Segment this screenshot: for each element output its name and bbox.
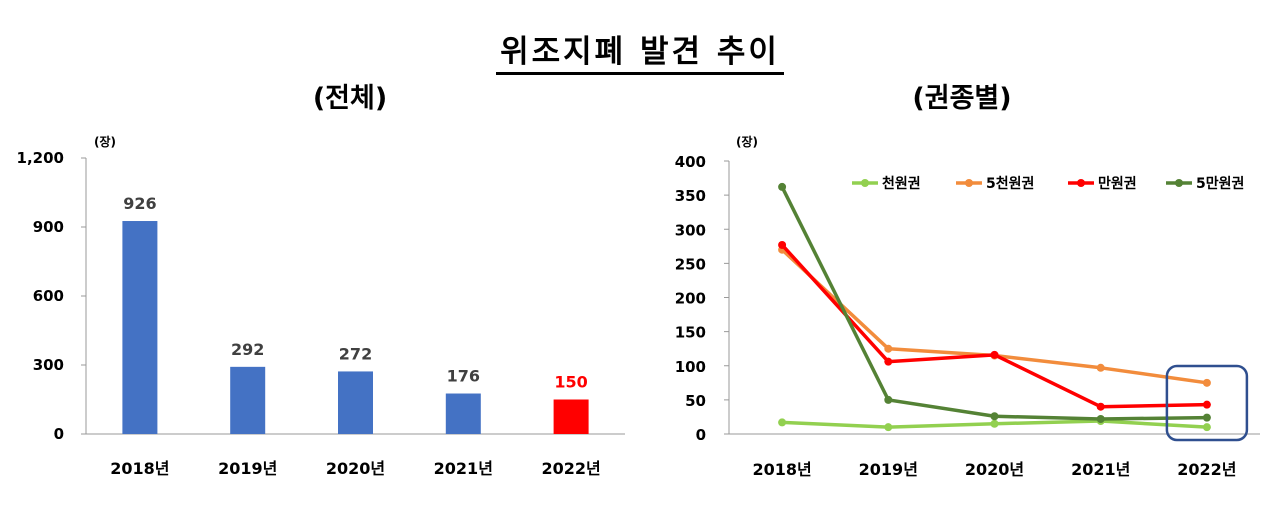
data-point <box>1202 400 1211 409</box>
y-tick-label: 600 <box>33 287 64 305</box>
data-label: 176 <box>447 367 480 386</box>
y-tick-label: 100 <box>675 358 706 376</box>
main-title: 위조지폐 발견 추이 <box>0 26 1280 75</box>
y-tick-label: 0 <box>54 425 64 443</box>
data-point <box>778 418 787 427</box>
data-point <box>884 395 893 404</box>
y-tick-label: 1,200 <box>17 149 64 167</box>
y-tick-label: 350 <box>675 187 706 205</box>
y-tick-label: 50 <box>685 392 706 410</box>
legend-marker <box>1175 179 1183 187</box>
y-tick-label: 250 <box>675 255 706 273</box>
y-tick-label: 300 <box>675 221 706 239</box>
legend-label: 천원권 <box>882 176 921 192</box>
y-tick-label: 150 <box>675 324 706 342</box>
y-tick-label: 400 <box>675 153 706 171</box>
x-tick-label: 2018년 <box>110 459 169 478</box>
legend-label: 5만원권 <box>1196 176 1244 192</box>
y-tick-label: 200 <box>675 290 706 308</box>
data-point <box>990 350 999 359</box>
data-point <box>884 423 893 432</box>
data-point <box>1096 402 1105 411</box>
data-point <box>1096 417 1105 426</box>
data-label: 150 <box>554 373 587 392</box>
x-tick-label: 2020년 <box>326 459 385 478</box>
data-point <box>990 412 999 421</box>
legend-label: 만원권 <box>1098 176 1137 192</box>
bar-chart-title: (전체) <box>312 83 388 114</box>
data-point <box>778 245 787 254</box>
bar-chart: 0 300 600 900 1,200 (장) 926 2018년 292 2019년 272 202… <box>17 135 625 478</box>
x-tick-label: 2019년 <box>859 460 918 479</box>
data-label: 926 <box>123 194 156 213</box>
unit-label: (장) <box>94 135 116 149</box>
legend-marker <box>1077 179 1085 187</box>
unit-label: (장) <box>736 135 758 149</box>
highlight-box <box>1165 364 1249 442</box>
data-point <box>1096 363 1105 372</box>
legend-marker <box>965 179 973 187</box>
x-tick-label: 2021년 <box>1071 460 1130 479</box>
x-tick-label: 2018년 <box>752 460 811 479</box>
data-point <box>990 351 999 360</box>
data-label: 272 <box>339 344 372 363</box>
data-point <box>778 240 787 249</box>
y-tick-label: 900 <box>33 218 64 236</box>
legend-marker <box>861 179 869 187</box>
y-tick-label: 0 <box>696 426 706 444</box>
data-point <box>1202 378 1211 387</box>
bar <box>553 399 589 434</box>
data-point <box>778 182 787 191</box>
series-line <box>780 186 1207 421</box>
data-point <box>884 344 893 353</box>
line-chart-title: (권종별) <box>912 83 1012 114</box>
bar <box>230 366 266 434</box>
data-point <box>1202 423 1211 432</box>
y-tick-label: 300 <box>33 356 64 374</box>
data-point <box>990 419 999 428</box>
data-label: 292 <box>231 340 264 359</box>
bar <box>338 371 373 434</box>
bar <box>445 393 481 434</box>
series-line <box>782 419 1208 429</box>
data-point <box>884 357 893 366</box>
bar <box>122 221 158 434</box>
legend-label: 5천원권 <box>986 176 1034 192</box>
x-tick-label: 2020년 <box>965 460 1024 479</box>
series-line <box>780 248 1208 385</box>
x-tick-label: 2021년 <box>434 459 493 478</box>
series-line <box>780 243 1207 409</box>
data-point <box>1202 413 1211 422</box>
x-tick-label: 2019년 <box>218 459 277 478</box>
x-tick-label: 2022년 <box>541 459 600 478</box>
x-tick-label: 2022년 <box>1177 460 1236 479</box>
data-point <box>1096 414 1105 423</box>
